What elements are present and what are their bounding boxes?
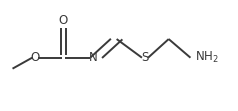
Text: O: O — [59, 14, 68, 27]
Text: O: O — [30, 51, 40, 64]
Text: N: N — [89, 51, 97, 64]
Text: S: S — [141, 51, 149, 64]
Text: NH$_2$: NH$_2$ — [195, 50, 218, 65]
